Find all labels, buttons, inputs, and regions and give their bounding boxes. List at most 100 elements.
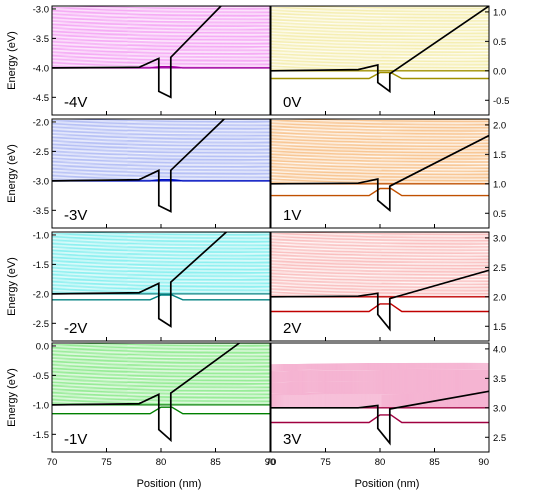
x-tick-label: 70 [47, 457, 58, 468]
state-curve [271, 377, 489, 380]
state-curve [52, 343, 270, 347]
state-curve [52, 54, 270, 58]
state-curve [271, 282, 489, 286]
state-curve [52, 29, 270, 32]
y-tick-label: -4.5 [33, 93, 49, 104]
state-curve [52, 136, 270, 140]
state-curve [52, 274, 270, 278]
x-tick-label: 90 [265, 457, 276, 468]
state-curve [271, 171, 489, 175]
state-curve [52, 44, 270, 48]
state-curve [52, 163, 270, 167]
lower-band-line [52, 294, 270, 301]
state-curve [52, 368, 270, 372]
state-curve [52, 277, 270, 281]
state-curve [52, 391, 270, 395]
lower-band-line [52, 178, 270, 182]
state-curve [271, 370, 489, 373]
state-curve [52, 121, 270, 124]
state-curve [271, 372, 489, 375]
state-curve [271, 240, 489, 243]
y-tick-label: 0.0 [36, 341, 49, 352]
state-curve [52, 238, 270, 242]
state-curve [271, 273, 489, 277]
state-curve [271, 49, 489, 53]
state-curve [271, 238, 489, 242]
state-curve [52, 168, 270, 172]
state-curve [271, 386, 489, 389]
state-curve [52, 137, 270, 141]
y-tick-label: -3.5 [33, 34, 49, 45]
state-curve [271, 159, 489, 163]
state-curve [52, 159, 270, 162]
state-curve [52, 30, 270, 34]
lower-band-line [271, 187, 489, 197]
state-curve [271, 64, 489, 68]
state-curve [52, 256, 270, 260]
state-curve [52, 399, 270, 403]
y-tick-label: -3.5 [33, 206, 49, 217]
state-curve [271, 30, 489, 34]
voltage-label: -1V [64, 431, 87, 448]
lower-band-line [271, 71, 489, 80]
state-curve [271, 376, 489, 379]
state-curve [271, 39, 489, 42]
state-curve [52, 12, 270, 16]
state-curve [52, 245, 270, 249]
state-curve [271, 392, 489, 395]
state-curve [271, 253, 489, 257]
state-curve [52, 160, 270, 164]
state-curve [271, 172, 489, 176]
state-curve [271, 290, 489, 294]
state-curve [271, 364, 489, 368]
state-curve [52, 283, 270, 287]
state-curve [52, 235, 270, 239]
state-curve [271, 119, 489, 123]
y-tick-label: -2.5 [33, 319, 49, 330]
state-curve [52, 270, 270, 274]
state-curve [52, 58, 270, 62]
y-axis-title: Energy (eV) [6, 144, 18, 203]
state-curve [52, 385, 270, 389]
state-curve [52, 55, 270, 59]
state-curve [52, 8, 270, 11]
state-curve [271, 368, 489, 372]
state-curve [52, 64, 270, 68]
state-curve [271, 232, 426, 235]
state-curve [52, 373, 270, 376]
state-curve [52, 381, 270, 385]
state-curve [271, 265, 489, 268]
y-tick-label: -1.0 [33, 230, 49, 241]
state-curve [52, 287, 270, 291]
state-curve [52, 62, 270, 66]
state-curve [271, 287, 489, 291]
state-curve [271, 381, 489, 384]
voltage-label: 0V [283, 94, 301, 111]
state-curve [52, 43, 270, 46]
state-curve [52, 250, 270, 254]
state-curve [271, 257, 489, 261]
state-curve [52, 130, 270, 134]
state-curve [52, 123, 270, 127]
state-curve [52, 375, 270, 379]
state-curve [271, 391, 489, 394]
state-curve [52, 173, 270, 176]
state-curve [271, 156, 489, 160]
state-curve [52, 6, 206, 9]
y-tick-label: -3.0 [33, 4, 49, 15]
state-curve [271, 393, 489, 396]
state-curve [271, 398, 489, 401]
state-curve [271, 175, 489, 179]
state-curve [52, 388, 270, 392]
state-curve [52, 22, 270, 25]
state-curve [271, 234, 489, 238]
state-curve [52, 9, 270, 13]
state-curve [52, 24, 270, 28]
state-curve [52, 46, 270, 49]
state-curve [271, 140, 489, 144]
state-curve [271, 128, 489, 132]
state-curve [52, 281, 270, 285]
state-curve [271, 14, 489, 17]
state-curve [271, 259, 489, 263]
state-curve [271, 389, 489, 392]
